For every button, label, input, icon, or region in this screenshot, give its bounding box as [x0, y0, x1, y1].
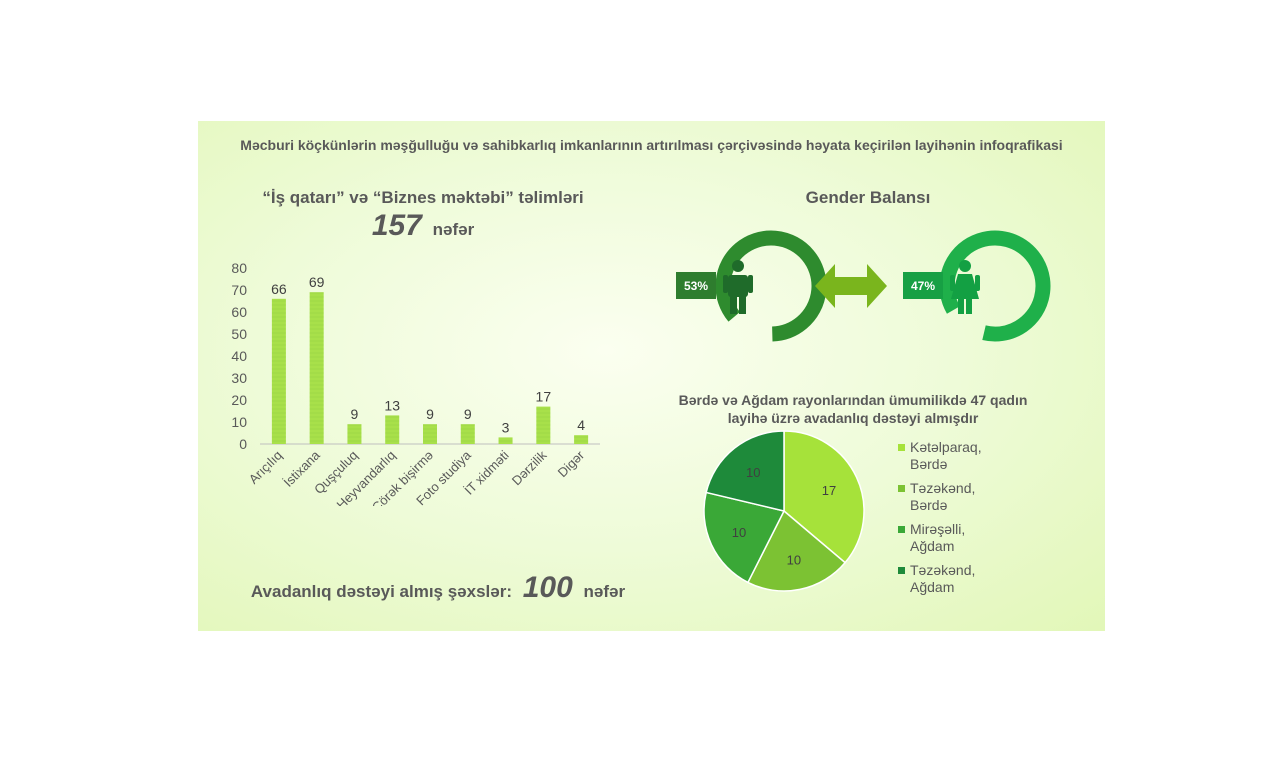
legend-swatch — [898, 526, 905, 533]
pie-slice — [703, 491, 786, 584]
x-tick-label: Arıçılıq — [246, 448, 285, 487]
female-icon — [950, 260, 980, 314]
equipment-count: 100 — [522, 571, 573, 604]
y-tick-label: 40 — [231, 348, 247, 364]
legend-label: Ağdam — [910, 538, 955, 554]
bar-data-label: 9 — [351, 406, 359, 422]
x-tick-label: Dərzilik — [509, 447, 550, 488]
legend-swatch — [898, 485, 905, 492]
gender-graphic: 53% 47% — [676, 230, 1051, 342]
bar-rect — [574, 435, 589, 444]
y-tick-label: 0 — [239, 436, 247, 452]
equipment-row: Avadanlıq dəstəyi almış şəxslər: 100 nəf… — [218, 571, 658, 605]
legend-item: Təzəkənd, Bərdə — [898, 480, 1028, 514]
y-tick-label: 60 — [231, 304, 247, 320]
legend-label: Bərdə — [910, 456, 948, 472]
bar-rect — [309, 292, 324, 444]
legend-swatch — [898, 567, 905, 574]
pie-data-label: 10 — [732, 525, 746, 540]
legend-label: Mirəşəlli, — [910, 521, 966, 537]
legend-item: Təzəkənd, Ağdam — [898, 562, 1028, 596]
bar-data-label: 66 — [271, 281, 287, 297]
bar-data-label: 17 — [536, 389, 552, 405]
bar-data-label: 13 — [384, 397, 400, 413]
equipment-unit: nəfər — [583, 582, 626, 601]
bar-rect — [385, 415, 400, 444]
bar-data-label: 4 — [577, 417, 585, 433]
training-count-row: 157 nəfər — [328, 209, 518, 243]
x-tick-label: Digər — [555, 447, 588, 480]
y-tick-label: 50 — [231, 326, 247, 342]
double-arrow-icon — [815, 264, 887, 308]
legend-label: Kətəlparaq, — [910, 439, 982, 455]
pie-legend: Kətəlparaq, Bərdə Təzəkənd, Bərdə Mirəşəlli,… — [898, 439, 1028, 603]
male-percent-box — [676, 272, 716, 299]
legend-swatch — [898, 444, 905, 451]
training-count: 157 — [371, 209, 422, 242]
bar — [498, 437, 513, 444]
legend-label: Ağdam — [910, 579, 955, 595]
bar-rect — [271, 298, 286, 444]
bar-data-label: 9 — [426, 406, 434, 422]
pie-slice — [705, 430, 785, 512]
legend-item: Kətəlparaq, Bərdə — [898, 439, 1028, 473]
bar — [460, 424, 475, 444]
pie-data-label: 10 — [787, 553, 801, 568]
male-percent-label: 53% — [684, 279, 708, 293]
pie-data-label: 10 — [746, 465, 760, 480]
training-heading: “İş qatarı” və “Biznes məktəbi” təlimlər… — [262, 188, 584, 207]
bar-data-label: 3 — [502, 419, 510, 435]
legend-label: Təzəkənd, — [910, 562, 976, 578]
bar — [271, 298, 286, 444]
legend-item: Mirəşəlli, Ağdam — [898, 521, 1028, 555]
y-tick-label: 20 — [231, 392, 247, 408]
bar-chart: 0102030405060708066Arıçılıq69İstixana9Qu… — [231, 260, 600, 506]
male-ring — [715, 230, 827, 342]
bar — [423, 424, 437, 444]
male-icon — [723, 260, 753, 314]
training-unit: nəfər — [432, 220, 475, 239]
female-percent-label: 47% — [911, 279, 935, 293]
female-percent-box — [903, 272, 943, 299]
y-tick-label: 70 — [231, 282, 247, 298]
infographic-slide: Məcburi köçkünlərin məşğulluğu və sahibk… — [198, 121, 1105, 631]
pie-slice — [783, 430, 865, 564]
bar — [574, 435, 589, 444]
bar — [385, 415, 400, 444]
bar — [536, 406, 551, 444]
bar — [309, 292, 324, 444]
legend-label: Təzəkənd, — [910, 480, 976, 496]
female-ring — [939, 230, 1051, 342]
legend-label: Bərdə — [910, 497, 948, 513]
pie-chart: 17 10 10 10 — [703, 430, 865, 592]
pie-data-label: 17 — [822, 483, 836, 498]
y-tick-label: 10 — [231, 414, 247, 430]
y-tick-label: 80 — [231, 260, 247, 276]
bar-data-label: 69 — [309, 274, 325, 290]
y-tick-label: 30 — [231, 370, 247, 386]
equipment-label: Avadanlıq dəstəyi almış şəxslər: — [250, 582, 512, 601]
pie-heading: Bərdə və Ağdam rayonlarından ümumilikdə … — [678, 392, 1028, 426]
bar-data-label: 9 — [464, 406, 472, 422]
pie-slice — [746, 509, 847, 592]
gender-heading: Gender Balansı — [805, 188, 931, 207]
bar — [347, 424, 362, 444]
infographic-title: Məcburi köçkünlərin məşğulluğu və sahibk… — [240, 137, 1063, 153]
